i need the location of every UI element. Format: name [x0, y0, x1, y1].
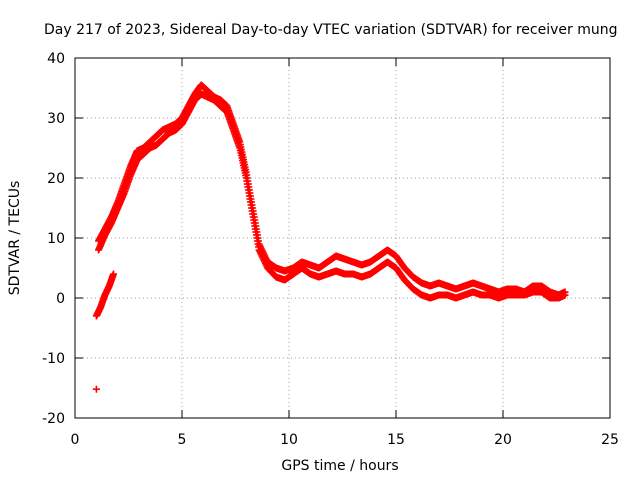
- x-axis-label: GPS time / hours: [281, 458, 398, 474]
- y-tick-label: 20: [47, 171, 65, 187]
- tick-labels: 0 5 10 15 20 25 -20 -10 0 10 20 30 40: [42, 51, 619, 448]
- x-tick-label: 10: [280, 432, 298, 448]
- y-tick-label: -20: [42, 411, 65, 427]
- x-tick-label: 15: [387, 432, 405, 448]
- plot-border: [74, 57, 611, 419]
- y-tick-label: 40: [47, 51, 65, 67]
- y-axis-label: SDTVAR / TECUs: [7, 181, 23, 296]
- x-tick-label: 5: [178, 432, 187, 448]
- y-tick-label: 30: [47, 111, 65, 127]
- x-tick-label: 0: [71, 432, 80, 448]
- data-point: [92, 385, 100, 393]
- x-tick-label: 20: [494, 432, 512, 448]
- data-points: [92, 81, 569, 393]
- x-tick-label: 25: [601, 432, 619, 448]
- chart-title: Day 217 of 2023, Sidereal Day-to-day VTE…: [44, 22, 618, 38]
- y-tick-label: 0: [56, 291, 65, 307]
- data-point: [561, 291, 569, 299]
- y-tick-label: 10: [47, 231, 65, 247]
- y-tick-label: -10: [42, 351, 65, 367]
- data-point: [110, 270, 118, 278]
